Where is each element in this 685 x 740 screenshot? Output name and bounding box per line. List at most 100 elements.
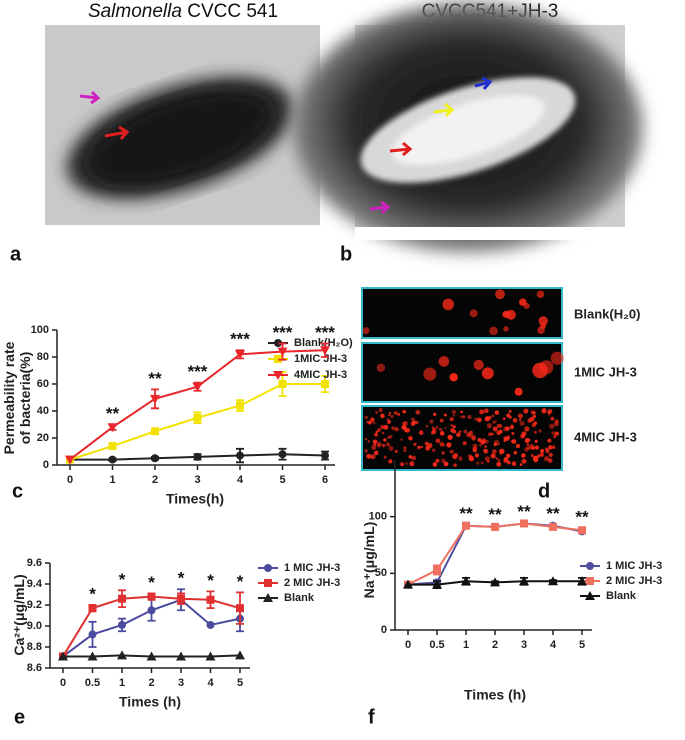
- cell-dot: [368, 420, 372, 425]
- marker: [274, 339, 282, 347]
- marker: [278, 450, 287, 459]
- marker: [193, 413, 202, 422]
- cell-dot: [385, 442, 391, 447]
- cell-dot: [371, 444, 377, 451]
- fluorescence-label: Blank(H₂0): [574, 306, 640, 321]
- cell-dot: [506, 413, 511, 418]
- x-tick-label: 2: [492, 639, 498, 651]
- legend-label: 2 MIC JH-3: [606, 575, 662, 587]
- legend-label: 1 MIC JH-3: [606, 560, 662, 572]
- cell-dot: [530, 454, 534, 457]
- cell-dot: [536, 454, 541, 458]
- cell-dot: [449, 417, 454, 422]
- marker: [108, 455, 117, 464]
- cell-dot: [494, 420, 497, 423]
- cell-dot: [495, 456, 499, 460]
- x-tick-label: 0.5: [85, 677, 100, 689]
- cell-dot: [449, 449, 454, 454]
- marker: [577, 576, 587, 586]
- marker: [88, 604, 97, 613]
- marker: [461, 576, 471, 586]
- cell-dot: [463, 429, 468, 434]
- cell-dot: [534, 439, 538, 443]
- marker: [151, 454, 159, 463]
- cell-dot: [383, 438, 387, 442]
- cell-dot: [508, 409, 512, 414]
- marker: [491, 522, 499, 531]
- y-tick-label: 100: [31, 324, 49, 336]
- cell-dot: [408, 455, 413, 459]
- cell-dot: [375, 411, 378, 414]
- cell-dot: [443, 413, 447, 417]
- cell-dot: [550, 351, 564, 365]
- cell-dot: [372, 439, 378, 445]
- marker: [206, 595, 215, 604]
- cell-dot: [488, 432, 493, 437]
- cell-dot: [497, 458, 501, 462]
- cell-dot: [495, 289, 505, 300]
- x-tick-label: 0.5: [429, 639, 444, 651]
- cell-dot: [435, 438, 441, 444]
- y-axis-label: Permeability rateof bacteria(%): [1, 341, 33, 454]
- x-tick-label: 3: [521, 639, 527, 651]
- cell-dot: [537, 326, 545, 334]
- x-tick-label: 4: [237, 474, 244, 486]
- y-tick-label: 40: [37, 405, 49, 417]
- cell-dot: [468, 430, 473, 435]
- cell-dot: [539, 448, 545, 454]
- cell-dot: [513, 451, 518, 455]
- y-tick-label: 0: [43, 459, 49, 471]
- cell-dot: [424, 441, 429, 446]
- cell-dot: [403, 446, 407, 450]
- marker: [586, 577, 594, 585]
- cell-dot: [493, 442, 498, 447]
- cell-dot: [388, 411, 392, 415]
- cell-dot: [452, 454, 458, 460]
- cell-dot: [418, 430, 424, 435]
- cell-dot: [524, 447, 529, 452]
- cell-dot: [479, 444, 482, 447]
- cell-dot: [492, 420, 496, 424]
- marker: [236, 604, 244, 613]
- significance-label: ***: [273, 323, 293, 342]
- cell-dot: [502, 417, 506, 420]
- cell-dot: [511, 439, 517, 444]
- y-tick-label: 9.0: [27, 620, 42, 632]
- cell-dot: [417, 445, 421, 449]
- cell-dot: [549, 423, 555, 429]
- significance-label: ***: [230, 330, 250, 349]
- marker: [321, 380, 329, 388]
- cell-dot: [489, 326, 498, 336]
- cell-dot: [511, 432, 515, 435]
- cell-dot: [547, 410, 551, 414]
- cell-dot: [444, 426, 447, 429]
- cell-dot: [374, 432, 379, 437]
- cell-dot: [383, 455, 387, 459]
- cell-dot: [462, 415, 466, 419]
- cell-dot: [408, 436, 413, 441]
- y-tick-label: 8.8: [27, 641, 42, 653]
- cell-dot: [413, 442, 417, 446]
- cell-dot: [554, 431, 559, 436]
- y-axis-label-line: Ca²⁺(μg/mL): [11, 574, 27, 655]
- cell-dot: [467, 415, 472, 420]
- cell-dot: [462, 441, 467, 446]
- marker: [118, 620, 126, 629]
- x-tick-label: 1: [119, 677, 125, 689]
- marker: [146, 651, 157, 661]
- cell-dot: [386, 418, 390, 422]
- cell-dot: [450, 424, 454, 427]
- cell-dot: [503, 458, 509, 464]
- marker: [549, 522, 557, 531]
- marker: [586, 562, 594, 570]
- cell-dot: [451, 409, 456, 415]
- cell-dot: [476, 461, 480, 465]
- cell-dot: [453, 463, 457, 467]
- marker: [177, 594, 185, 603]
- cell-dot: [512, 418, 518, 423]
- cell-dot: [544, 456, 550, 462]
- marker: [87, 651, 98, 661]
- marker: [274, 355, 282, 363]
- cell-dot: [553, 421, 559, 427]
- x-tick-label: 6: [322, 474, 328, 486]
